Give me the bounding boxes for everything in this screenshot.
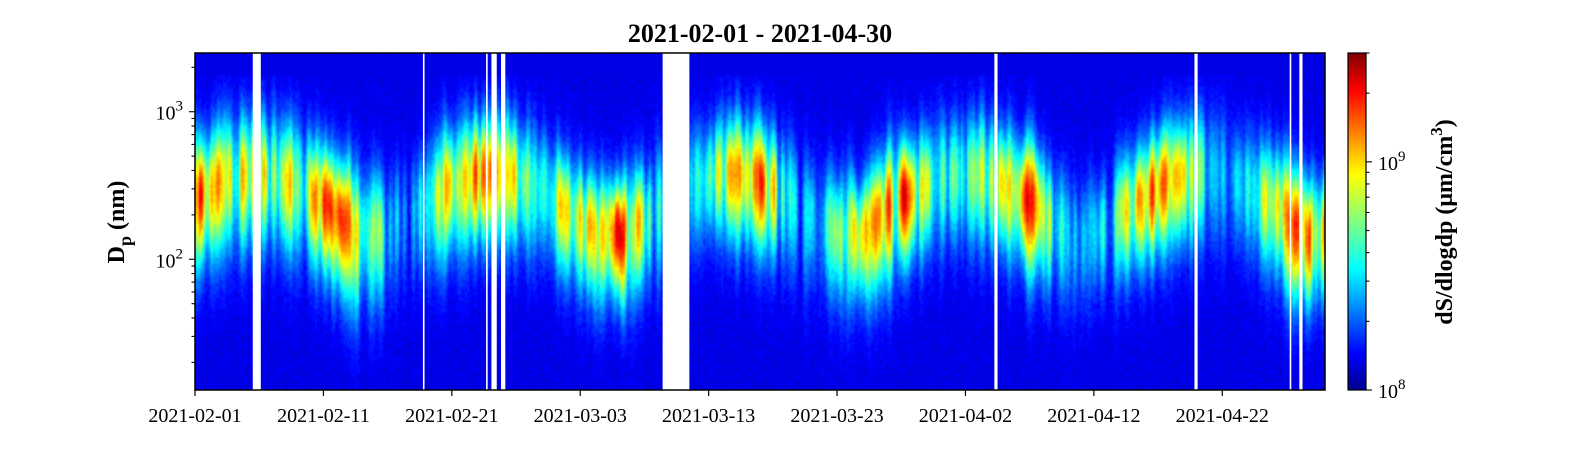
- x-tick-label: 2021-03-13: [662, 405, 755, 427]
- data-gap: [994, 53, 998, 390]
- x-tick-label: 2021-02-11: [277, 405, 370, 427]
- x-tick-label: 2021-02-21: [405, 405, 498, 427]
- y-tick-label: 102: [156, 246, 184, 272]
- data-gap: [422, 53, 425, 390]
- x-tick-label: 2021-03-23: [790, 405, 883, 427]
- x-tick-label: 2021-04-02: [919, 405, 1012, 427]
- y-axis-label-sub: p: [115, 236, 135, 246]
- colorbar-label: dS/dlogdp (μm/cm3): [1427, 119, 1458, 324]
- y-axis-label-main: D: [104, 246, 130, 263]
- data-gap: [501, 53, 506, 390]
- colorbar-label-main: dS/dlogdp (μm/cm: [1432, 136, 1458, 325]
- heatmap-image: [195, 53, 1325, 390]
- data-gap: [1194, 53, 1198, 390]
- data-gap: [491, 53, 497, 390]
- x-axis: 2021-02-01 2021-02-11 2021-02-21 2021-03-03…: [148, 390, 1269, 427]
- colorbar-tick-label: 108: [1378, 377, 1406, 403]
- data-gap: [662, 53, 690, 390]
- colorbar: [1347, 52, 1367, 391]
- colorbar-label-sup: 3: [1427, 127, 1446, 136]
- colorbar-ticks: 108 109: [1366, 52, 1406, 403]
- colorbar-tick-label: 109: [1378, 149, 1406, 175]
- plot-frame: [194, 52, 1326, 391]
- heatmap-raster: [195, 53, 1325, 390]
- colorbar-label-end: ): [1432, 119, 1458, 127]
- y-axis: 102 103: [156, 66, 195, 363]
- y-axis-label: Dp (nm): [104, 181, 135, 264]
- data-gap: [1299, 53, 1303, 390]
- x-tick-label: 2021-02-01: [148, 405, 241, 427]
- x-tick-label: 2021-03-03: [534, 405, 627, 427]
- chart-title: 2021-02-01 - 2021-04-30: [628, 19, 892, 48]
- x-tick-label: 2021-04-12: [1047, 405, 1140, 427]
- data-gaps: [252, 53, 1303, 390]
- y-axis-label-unit: (nm): [104, 181, 130, 236]
- data-gap: [252, 53, 261, 390]
- x-tick-label: 2021-04-22: [1176, 405, 1269, 427]
- y-tick-label: 103: [156, 99, 184, 125]
- data-gap: [486, 53, 488, 390]
- data-gap: [1289, 53, 1292, 390]
